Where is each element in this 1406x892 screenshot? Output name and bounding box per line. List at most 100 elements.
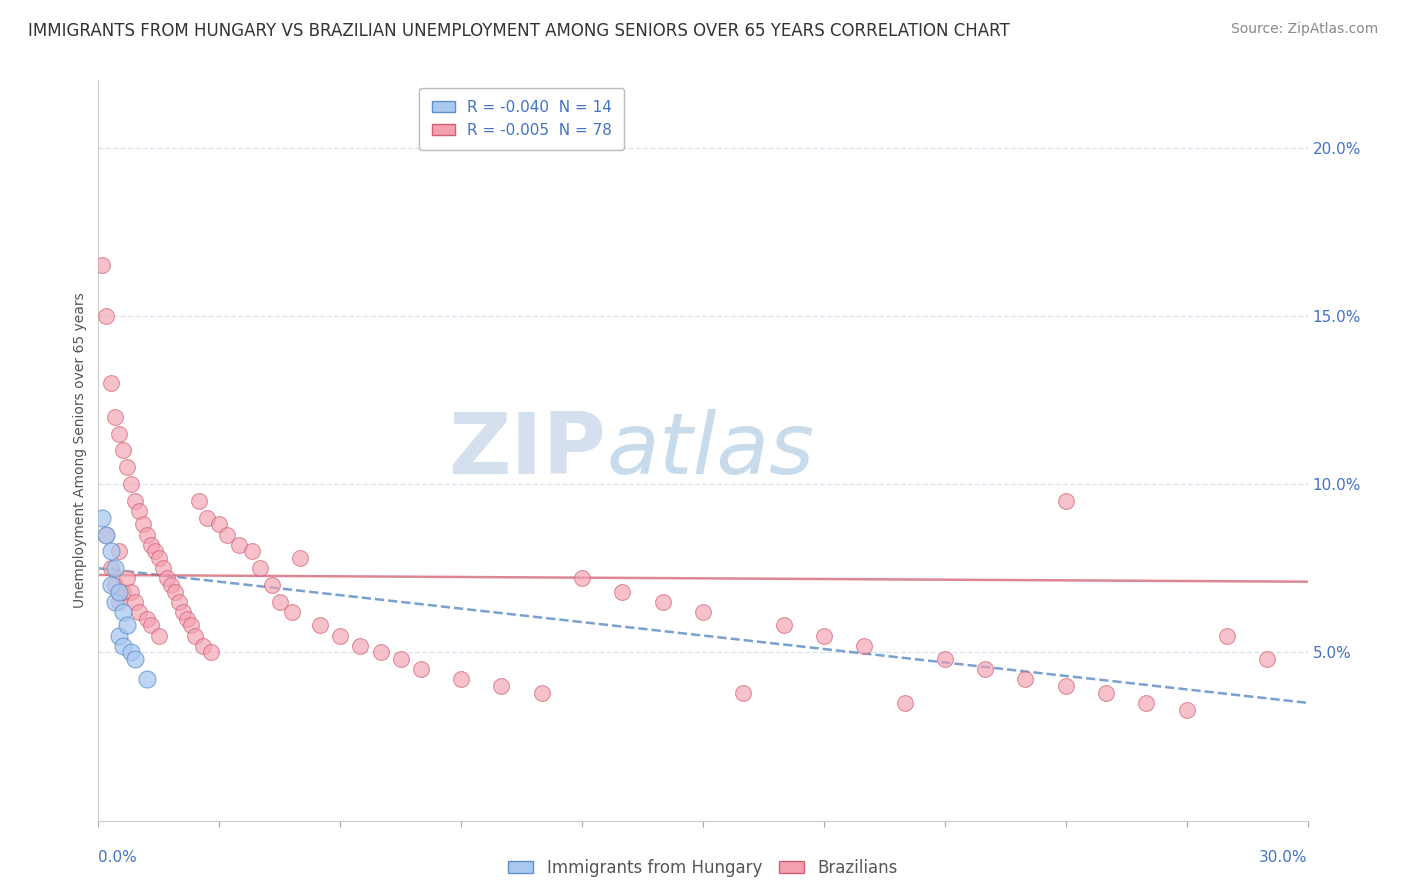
Point [111, 605, 134, 619]
Point [260, 578, 283, 592]
Point [288, 551, 311, 566]
Point [107, 426, 129, 441]
Point [281, 605, 304, 619]
Point [103, 409, 125, 424]
Point [115, 618, 138, 632]
Point [143, 544, 166, 558]
Point [124, 494, 146, 508]
Point [389, 652, 412, 666]
Point [120, 584, 142, 599]
Y-axis label: Unemployment Among Seniors over 65 years: Unemployment Among Seniors over 65 years [73, 293, 87, 608]
Point [1014, 673, 1036, 687]
Point [269, 595, 291, 609]
Point [107, 544, 129, 558]
Point [128, 605, 150, 619]
Point [156, 571, 179, 585]
Point [100, 578, 122, 592]
Point [96, 309, 118, 323]
Point [893, 696, 915, 710]
Point [195, 510, 218, 524]
Point [124, 595, 146, 609]
Point [349, 639, 371, 653]
Point [167, 595, 190, 609]
Point [450, 673, 472, 687]
Point [96, 527, 118, 541]
Point [180, 618, 202, 632]
Point [148, 551, 170, 566]
Text: IMMIGRANTS FROM HUNGARY VS BRAZILIAN UNEMPLOYMENT AMONG SENIORS OVER 65 YEARS CO: IMMIGRANTS FROM HUNGARY VS BRAZILIAN UNE… [28, 22, 1010, 40]
Point [692, 605, 714, 619]
Point [124, 652, 146, 666]
Point [309, 618, 332, 632]
Point [103, 561, 125, 575]
Point [120, 645, 142, 659]
Text: Source: ZipAtlas.com: Source: ZipAtlas.com [1230, 22, 1378, 37]
Point [530, 686, 553, 700]
Point [193, 639, 215, 653]
Point [1054, 494, 1077, 508]
Point [1175, 703, 1198, 717]
Legend: Immigrants from Hungary, Brazilians: Immigrants from Hungary, Brazilians [502, 853, 904, 884]
Point [651, 595, 673, 609]
Point [160, 578, 183, 592]
Point [107, 628, 129, 642]
Point [120, 477, 142, 491]
Point [1256, 652, 1278, 666]
Point [139, 538, 162, 552]
Point [200, 645, 222, 659]
Point [1054, 679, 1077, 693]
Point [115, 460, 138, 475]
Point [974, 662, 997, 676]
Point [100, 544, 122, 558]
Point [115, 571, 138, 585]
Point [100, 561, 122, 575]
Point [139, 618, 162, 632]
Point [148, 628, 170, 642]
Point [329, 628, 352, 642]
Point [228, 538, 250, 552]
Text: ZIP: ZIP [449, 409, 606, 492]
Point [1095, 686, 1118, 700]
Point [772, 618, 794, 632]
Point [491, 679, 513, 693]
Point [103, 578, 125, 592]
Point [103, 595, 125, 609]
Point [249, 561, 271, 575]
Point [172, 605, 194, 619]
Point [409, 662, 432, 676]
Point [107, 584, 129, 599]
Point [132, 517, 155, 532]
Point [111, 443, 134, 458]
Point [111, 639, 134, 653]
Point [128, 504, 150, 518]
Point [135, 527, 157, 541]
Point [188, 494, 211, 508]
Point [813, 628, 835, 642]
Point [91, 510, 114, 524]
Point [853, 639, 876, 653]
Point [135, 673, 157, 687]
Point [100, 376, 122, 391]
Text: 0.0%: 0.0% [98, 850, 138, 865]
Point [163, 584, 186, 599]
Point [135, 612, 157, 626]
Point [240, 544, 263, 558]
Text: 30.0%: 30.0% [1260, 850, 1308, 865]
Point [111, 584, 134, 599]
Point [934, 652, 956, 666]
Point [217, 527, 239, 541]
Point [96, 527, 118, 541]
Point [1216, 628, 1239, 642]
Point [91, 258, 114, 272]
Legend: R = -0.040  N = 14, R = -0.005  N = 78: R = -0.040 N = 14, R = -0.005 N = 78 [419, 88, 624, 150]
Point [107, 595, 129, 609]
Point [1135, 696, 1157, 710]
Point [612, 584, 634, 599]
Point [571, 571, 593, 585]
Point [184, 628, 207, 642]
Point [208, 517, 231, 532]
Text: atlas: atlas [606, 409, 814, 492]
Point [152, 561, 174, 575]
Point [370, 645, 392, 659]
Point [176, 612, 198, 626]
